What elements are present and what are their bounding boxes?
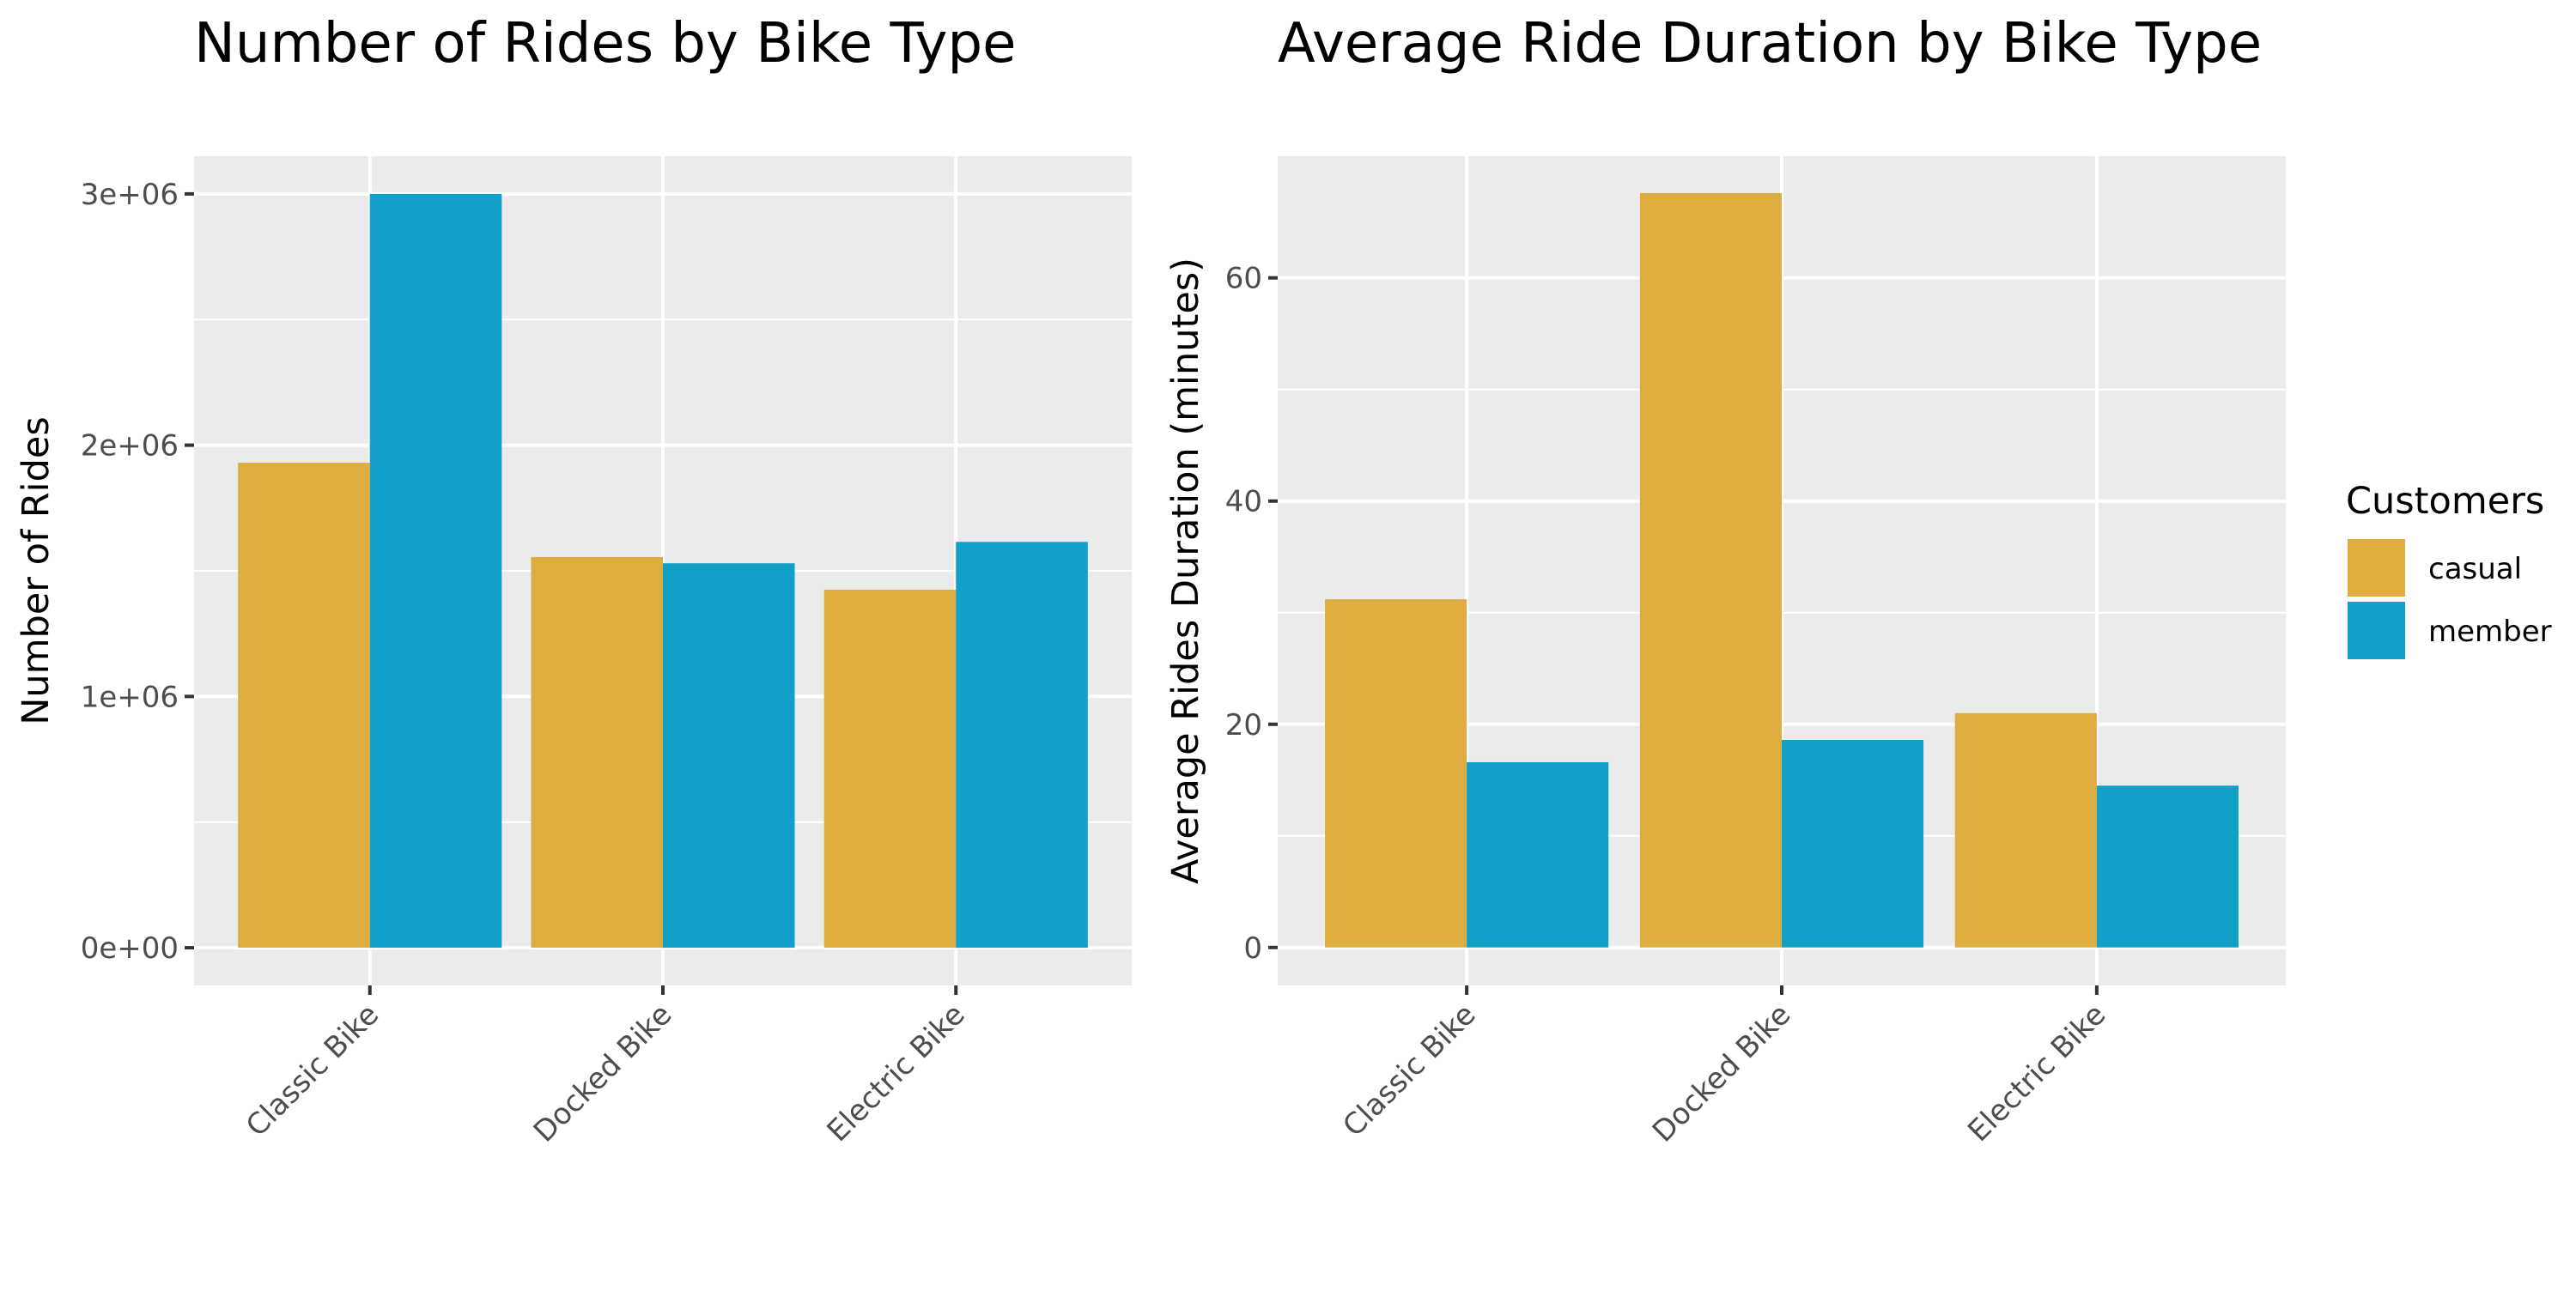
chart-1-x-tick-label: Classic Bike bbox=[240, 997, 386, 1143]
legend-title: Customers bbox=[2346, 480, 2544, 523]
chart-2-y-axis-title: Average Rides Duration (minutes) bbox=[1164, 258, 1207, 884]
chart-1-bar-casual-3 bbox=[823, 589, 957, 949]
chart-2: 0 20 40 60 Classic Bike Docked Bike Electric B… bbox=[1164, 12, 2286, 1149]
legend-swatch-casual bbox=[2348, 539, 2405, 597]
chart-1-y-tick-label: 0e+00 bbox=[81, 931, 179, 966]
chart-1-bar-member-1 bbox=[369, 193, 502, 949]
legend-label-member: member bbox=[2428, 615, 2552, 649]
chart-2-x-tick-label: Docked Bike bbox=[1646, 997, 1798, 1149]
chart-1-bar-casual-2 bbox=[531, 556, 663, 949]
chart-1-title: Number of Rides by Bike Type bbox=[194, 12, 1016, 76]
chart-2-bar-member-2 bbox=[1782, 739, 1924, 948]
chart-2-bar-casual-3 bbox=[1954, 712, 2097, 948]
legend: Customers casual member bbox=[2346, 480, 2552, 659]
chart-2-y-tick-label: 60 bbox=[1225, 262, 1262, 296]
chart-2-y-tick-label: 40 bbox=[1225, 485, 1262, 519]
chart-1-bar-member-2 bbox=[663, 563, 795, 949]
chart-2-y-tick-label: 20 bbox=[1225, 708, 1262, 742]
chart-2-title: Average Ride Duration by Bike Type bbox=[1278, 12, 2262, 76]
chart-2-bar-casual-1 bbox=[1325, 599, 1467, 948]
chart-1-y-tick-label: 3e+06 bbox=[81, 178, 179, 212]
chart-1-y-axis-title: Number of Rides bbox=[15, 416, 58, 725]
chart-2-x-tick-label: Classic Bike bbox=[1336, 997, 1482, 1143]
chart-2-x-tick-label: Electric Bike bbox=[1961, 997, 2112, 1149]
chart-1-x-tick-label: Docked Bike bbox=[527, 997, 679, 1149]
chart-1-y-tick-label: 1e+06 bbox=[81, 680, 179, 714]
chart-1-y-tick-label: 2e+06 bbox=[81, 429, 179, 464]
legend-swatch-member bbox=[2348, 602, 2405, 659]
chart-2-bar-member-1 bbox=[1467, 761, 1609, 948]
legend-label-casual: casual bbox=[2428, 552, 2522, 586]
chart-1-x-tick-label: Electric Bike bbox=[821, 997, 972, 1149]
chart-2-y-tick-label: 0 bbox=[1243, 931, 1262, 966]
chart-2-bar-member-3 bbox=[2096, 785, 2239, 948]
chart-1: 0e+00 1e+06 2e+06 3e+06 Classic Bike Docked B… bbox=[15, 12, 1132, 1149]
chart-2-bar-casual-2 bbox=[1639, 192, 1782, 948]
chart-1-bar-member-3 bbox=[956, 542, 1088, 949]
chart-1-bar-casual-1 bbox=[238, 463, 370, 949]
